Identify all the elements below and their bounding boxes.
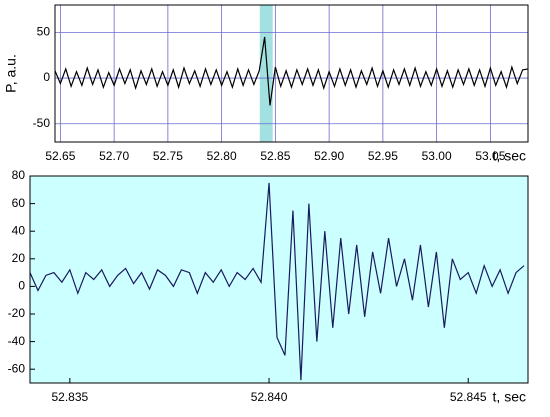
- x-tick-label: 52.95: [368, 149, 398, 163]
- x-axis-label: t, sec: [493, 389, 526, 405]
- y-tick-label: -20: [8, 306, 26, 320]
- plot-frame: [29, 175, 529, 384]
- x-tick-label: 52.80: [207, 149, 237, 163]
- y-tick-label: 20: [12, 251, 26, 265]
- y-tick-label: -40: [8, 334, 26, 348]
- data-line: [29, 182, 525, 381]
- x-tick-label: 53.00: [422, 149, 452, 163]
- y-tick-label: 80: [12, 168, 26, 182]
- x-tick-label: 52.70: [99, 149, 129, 163]
- plot-area: [30, 176, 528, 383]
- plot-frame: [54, 4, 529, 143]
- x-axis-label: t, sec: [493, 148, 526, 164]
- y-tick-label: 0: [43, 70, 50, 84]
- y-tick-label: -60: [8, 361, 26, 375]
- highlight-band: [259, 5, 273, 142]
- x-tick-label: 52.85: [260, 149, 290, 163]
- x-tick-label: 52.840: [251, 390, 288, 404]
- plot-area: [55, 5, 528, 142]
- x-tick-label: 52.845: [450, 390, 487, 404]
- x-tick-label: 52.75: [153, 149, 183, 163]
- data-line: [54, 36, 529, 106]
- x-tick-label: 53.05: [475, 149, 505, 163]
- y-axis-label: P, a.u.: [3, 54, 19, 93]
- x-tick-label: 52.835: [51, 390, 88, 404]
- y-tick-label: -50: [33, 116, 51, 130]
- x-tick-label: 52.65: [45, 149, 75, 163]
- y-tick-label: 0: [18, 279, 25, 293]
- y-tick-label: 50: [37, 25, 51, 39]
- y-tick-label: 40: [12, 223, 26, 237]
- x-tick-label: 52.90: [314, 149, 344, 163]
- y-tick-label: 60: [12, 196, 26, 210]
